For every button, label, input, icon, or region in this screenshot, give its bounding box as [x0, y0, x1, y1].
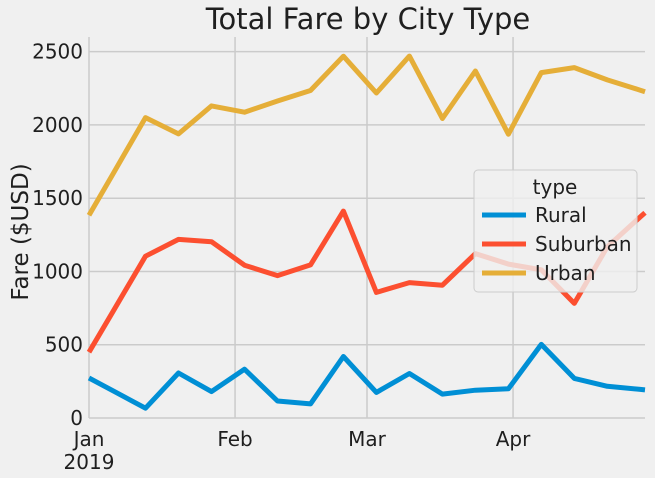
legend-title: type: [533, 175, 578, 199]
y-tick-label: 1500: [32, 186, 83, 210]
y-tick-label: 2500: [32, 40, 83, 64]
y-tick-label: 2000: [32, 113, 83, 137]
legend-label-rural: Rural: [535, 203, 587, 227]
y-tick-label: 1000: [32, 259, 83, 283]
x-tick-sublabel: 2019: [64, 450, 115, 474]
legend-box: [473, 169, 638, 293]
x-tick-label: Jan: [72, 427, 105, 451]
x-tick-label: Feb: [217, 427, 252, 451]
series-line-urban: [86, 53, 646, 217]
x-tick-label: Mar: [348, 427, 387, 451]
series-line-suburban: [86, 208, 647, 354]
series-lines: [86, 53, 647, 411]
legend-label-suburban: Suburban: [535, 232, 632, 256]
y-tick-label: 0: [70, 406, 83, 430]
legend-label-urban: Urban: [535, 261, 596, 285]
legend: type Rural Suburban Urban: [473, 169, 638, 293]
series-line-rural: [87, 341, 646, 411]
y-axis-label: Fare ($USD): [8, 163, 34, 300]
y-tick-label: 500: [45, 333, 83, 357]
y-axis-ticks: 0 500 1000 1500 2000 2500: [32, 40, 83, 430]
chart-title: Total Fare by City Type: [205, 2, 531, 36]
x-tick-label: Apr: [496, 427, 531, 451]
